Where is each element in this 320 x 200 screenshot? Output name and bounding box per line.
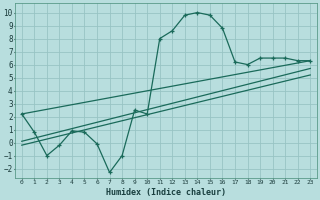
X-axis label: Humidex (Indice chaleur): Humidex (Indice chaleur): [106, 188, 226, 197]
